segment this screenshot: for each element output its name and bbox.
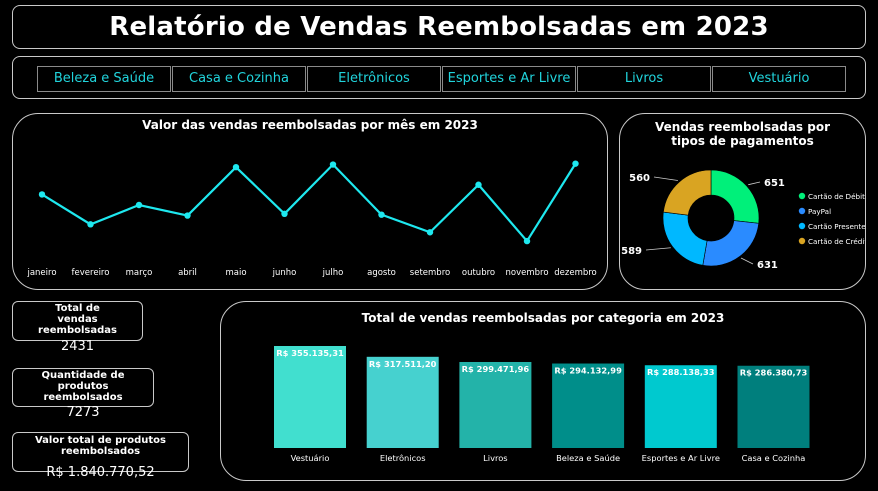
- line-point-novembro[interactable]: [523, 237, 531, 245]
- legend-marker: [798, 222, 806, 230]
- kpi-total-sales-label: Total de vendas reembolsadas: [38, 303, 117, 336]
- line-point-agosto[interactable]: [378, 211, 385, 218]
- legend-entry[interactable]: Cartão de Débito: [808, 192, 865, 201]
- bar-value-label: R$ 286.380,73: [740, 368, 808, 378]
- tab-casa-e-cozinha[interactable]: Casa e Cozinha: [172, 66, 306, 92]
- x-tick-label: agosto: [367, 268, 396, 278]
- bar-category-label: Livros: [483, 453, 507, 463]
- kpi-total-value-value: R$ 1.840.770,52: [46, 465, 155, 480]
- bar-4[interactable]: [644, 365, 717, 448]
- x-tick-label: outubro: [462, 268, 495, 278]
- donut-leader-line: [653, 176, 678, 181]
- kpi-total-value-label: Valor total de produtos reembolsados: [34, 435, 166, 457]
- monthly-line-chart-panel: Valor das vendas reembolsadas por mês em…: [12, 113, 608, 290]
- legend-entry[interactable]: PayPal: [808, 207, 831, 216]
- bar-3[interactable]: [552, 363, 625, 448]
- line-point-abril[interactable]: [184, 212, 191, 219]
- line-series: [41, 162, 577, 243]
- x-tick-label: dezembro: [554, 268, 597, 278]
- donut-slice-1[interactable]: [702, 220, 760, 267]
- kpi-qty-products: Quantidade de produtos reembolsados 7273: [12, 368, 154, 420]
- legend-marker: [798, 207, 806, 215]
- line-chart-title: Valor das vendas reembolsadas por mês em…: [142, 118, 478, 132]
- tab-beleza-e-saude[interactable]: Beleza e Saúde: [37, 66, 171, 92]
- legend-marker: [798, 237, 806, 245]
- page-title: Relatório de Vendas Reembolsadas em 2023: [109, 12, 769, 42]
- line-point-junho[interactable]: [281, 210, 288, 217]
- legend-marker: [798, 192, 806, 200]
- donut-leader-line: [748, 181, 761, 186]
- bar-value-label: R$ 355.135,31: [276, 348, 344, 358]
- line-point-março[interactable]: [135, 201, 143, 209]
- donut-leader-line: [645, 247, 671, 251]
- kpi-total-sales-value: 2431: [60, 339, 95, 354]
- kpi-total-value: Valor total de produtos reembolsados R$ …: [12, 432, 189, 480]
- x-tick-label: março: [126, 268, 153, 278]
- bar-value-label: R$ 288.138,33: [647, 367, 715, 377]
- line-point-julho[interactable]: [329, 161, 337, 168]
- bar-2[interactable]: [459, 361, 532, 448]
- line-point-setembro[interactable]: [426, 229, 434, 236]
- donut-chart: 651 631 589 560 Cartão de Débito PayPal Cartão…: [621, 169, 865, 271]
- x-tick-label: junho: [272, 268, 297, 278]
- category-slicer: Beleza e Saúde Casa e Cozinha Eletrônico…: [12, 56, 866, 99]
- donut-slice-2[interactable]: [662, 211, 708, 266]
- category-bar-chart-panel: Total de vendas reembolsadas por categor…: [220, 301, 866, 481]
- legend-entry[interactable]: Cartão Presente: [808, 222, 865, 231]
- x-tick-label: julho: [322, 268, 344, 278]
- kpi-total-sales: Total de vendas reembolsadas 2431: [12, 301, 143, 354]
- donut-value-label: 589: [621, 246, 642, 257]
- line-point-dezembro[interactable]: [572, 160, 579, 167]
- bar-value-label: R$ 299.471,96: [462, 364, 530, 374]
- donut-leader-line: [740, 257, 754, 265]
- line-point-maio[interactable]: [232, 163, 240, 171]
- bar-category-label: Beleza e Saúde: [556, 453, 620, 463]
- x-tick-label: setembro: [410, 268, 450, 278]
- kpi-qty-products-value: 7273: [66, 405, 100, 420]
- donut-slice-0[interactable]: [710, 169, 760, 224]
- bar-chart-title: Total de vendas reembolsadas por categor…: [361, 311, 725, 325]
- line-point-outubro[interactable]: [475, 181, 482, 188]
- tab-vestuario[interactable]: Vestuário: [712, 66, 846, 92]
- bar-category-label: Eletrônicos: [380, 453, 426, 463]
- x-tick-label: novembro: [505, 268, 548, 278]
- bar-5[interactable]: [737, 365, 810, 448]
- donut-value-label: 560: [629, 173, 650, 184]
- line-point-janeiro[interactable]: [38, 191, 46, 198]
- tab-eletronicos[interactable]: Eletrônicos: [307, 66, 441, 92]
- donut-slice-3[interactable]: [663, 169, 712, 216]
- payment-donut-chart-panel: Vendas reembolsadas por tipos de pagamen…: [619, 113, 866, 290]
- x-tick-label: abril: [178, 268, 197, 278]
- bar-chart: R$ 355.135,31 Vestuário R$ 317.511,20 Eletr…: [274, 346, 810, 463]
- kpi-qty-products-label: Quantidade de produtos reembolsados: [41, 370, 125, 403]
- bar-value-label: R$ 317.511,20: [369, 359, 437, 369]
- title-panel: Relatório de Vendas Reembolsadas em 2023: [12, 5, 866, 49]
- bar-1[interactable]: [366, 356, 439, 448]
- tab-livros[interactable]: Livros: [577, 66, 711, 92]
- line-chart: janeiro fevereiro março abril maio junho julho…: [26, 160, 597, 278]
- x-tick-label: fevereiro: [72, 268, 110, 278]
- x-tick-label: maio: [225, 268, 246, 278]
- bar-category-label: Casa e Cozinha: [742, 453, 806, 463]
- bar-0[interactable]: [274, 346, 346, 448]
- donut-value-label: 651: [764, 178, 785, 189]
- tab-esportes-e-ar-livre[interactable]: Esportes e Ar Livre: [442, 66, 576, 92]
- bar-category-label: Vestuário: [291, 453, 330, 463]
- donut-value-label: 631: [757, 260, 778, 271]
- bar-category-label: Esportes e Ar Livre: [642, 453, 720, 463]
- legend-entry[interactable]: Cartão de Crédito: [808, 237, 865, 246]
- line-point-fevereiro[interactable]: [87, 221, 94, 228]
- bar-value-label: R$ 294.132,99: [554, 366, 622, 376]
- donut-chart-title: Vendas reembolsadas por tipos de pagamen…: [655, 120, 830, 148]
- x-tick-label: janeiro: [26, 268, 56, 278]
